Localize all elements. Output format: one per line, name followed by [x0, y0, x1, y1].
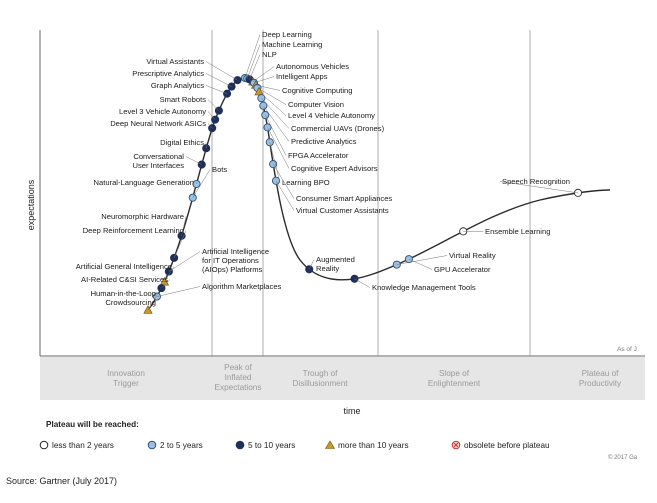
leader-gpu-accelerator — [409, 259, 432, 269]
label-deep-neural-network-asics: Deep Neural Network ASICs — [110, 119, 206, 128]
leader-knowledge-management-tools — [355, 279, 370, 288]
legend: Plateau will be reached: less than 2 year… — [40, 420, 550, 450]
label-natural-language-generation: Natural-Language Generation — [94, 178, 194, 187]
label-digital-ethics: Digital Ethics — [160, 138, 204, 147]
leader-graph-analytics — [206, 86, 227, 94]
label-learning-bpo: Learning BPO — [282, 178, 330, 187]
leader-smart-robots — [208, 100, 219, 111]
legend-label-5to10: 5 to 10 years — [248, 441, 295, 450]
legend-label-2to5: 2 to 5 years — [160, 441, 203, 450]
label-commercial-uavs-drones: Commercial UAVs (Drones) — [291, 124, 385, 133]
label-deep-reinforcement-learning: Deep Reinforcement Learning — [83, 226, 184, 235]
legend-title: Plateau will be reached: — [46, 420, 139, 429]
leader-deep-learning — [245, 35, 260, 78]
label-neuromorphic-hardware: Neuromorphic Hardware — [101, 212, 184, 221]
label-ai-related-c-si-services: AI-Related C&SI Services — [81, 275, 168, 284]
as-of-label: As of J — [617, 346, 637, 353]
label-nlp: NLP — [262, 50, 277, 59]
legend-symbol-gt10 — [326, 441, 335, 449]
legend-symbol-5to10 — [236, 441, 244, 449]
leader-machine-learning — [247, 45, 260, 79]
label-machine-learning: Machine Learning — [262, 40, 322, 49]
label-level-4-vehicle-autonomy: Level 4 Vehicle Autonomy — [288, 111, 375, 120]
source-note: Source: Gartner (July 2017) — [6, 476, 117, 486]
label-gpu-accelerator: GPU Accelerator — [434, 265, 491, 274]
label-knowledge-management-tools: Knowledge Management Tools — [372, 283, 476, 292]
label-prescriptive-analytics: Prescriptive Analytics — [132, 69, 204, 78]
leader-virtual-assistants — [206, 62, 238, 81]
label-smart-robots: Smart Robots — [160, 95, 207, 104]
label-artificial-general-intelligence: Artificial General Intelligence — [76, 262, 172, 271]
label-fpga-accelerator: FPGA Accelerator — [288, 151, 349, 160]
leader-intelligent-apps — [254, 77, 274, 83]
point-virtual-customer-assistants — [272, 177, 279, 184]
legend-label-obsolete: obsolete before plateau — [464, 441, 550, 450]
label-speech-recognition: Speech Recognition — [502, 177, 570, 186]
leader-autonomous-vehicles — [253, 67, 274, 82]
label-cognitive-expert-advisors: Cognitive Expert Advisors — [291, 164, 378, 173]
leader-virtual-reality — [397, 256, 447, 265]
copyright-note: © 2017 Ga — [608, 455, 637, 461]
label-virtual-assistants: Virtual Assistants — [146, 57, 204, 66]
label-computer-vision: Computer Vision — [288, 100, 344, 109]
leader-prescriptive-analytics — [206, 74, 232, 87]
label-bots: Bots — [212, 165, 227, 174]
label-deep-learning: Deep Learning — [262, 30, 312, 39]
legend-label-gt10: more than 10 years — [338, 441, 409, 450]
leader-conversational-user-interfaces — [186, 157, 202, 165]
x-axis-title: time — [343, 406, 360, 416]
y-axis-title: expectations — [26, 179, 36, 230]
label-intelligent-apps: Intelligent Apps — [276, 72, 328, 81]
label-level-3-vehicle-autonomy: Level 3 Vehicle Autonomy — [119, 107, 206, 116]
legend-label-lt2: less than 2 years — [52, 441, 114, 450]
label-cognitive-computing: Cognitive Computing — [282, 86, 353, 95]
label-virtual-customer-assistants: Virtual Customer Assistants — [296, 206, 389, 215]
label-ensemble-learning: Ensemble Learning — [485, 227, 550, 236]
label-consumer-smart-appliances: Consumer Smart Appliances — [296, 194, 392, 203]
label-predictive-analytics: Predictive Analytics — [291, 137, 357, 146]
point-consumer-smart-appliances — [270, 160, 277, 167]
label-algorithm-marketplaces: Algorithm Marketplaces — [202, 282, 282, 291]
label-autonomous-vehicles: Autonomous Vehicles — [276, 62, 349, 71]
legend-symbol-2to5 — [148, 441, 156, 449]
label-virtual-reality: Virtual Reality — [449, 251, 496, 260]
label-graph-analytics: Graph Analytics — [151, 81, 204, 90]
legend-symbol-lt2 — [40, 441, 48, 449]
